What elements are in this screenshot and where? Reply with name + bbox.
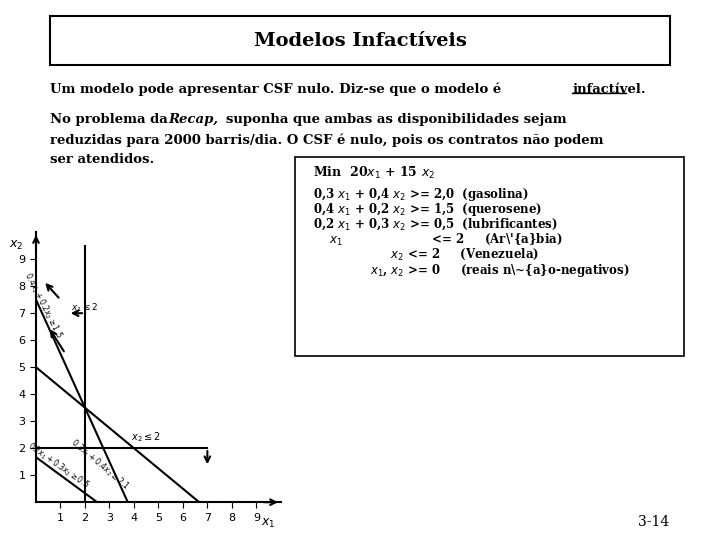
- Text: 0,2 $x_1$ + 0,3 $x_2$ >= 0,5  (lubrificantes): 0,2 $x_1$ + 0,3 $x_2$ >= 0,5 (lubrifican…: [313, 217, 558, 232]
- Text: 0,3 $x_1$ + 0,4 $x_2$ >= 2,0  (gasolina): 0,3 $x_1$ + 0,4 $x_2$ >= 2,0 (gasolina): [313, 186, 529, 203]
- Text: $0.3x_1+0.4x_2\geq2.1$: $0.3x_1+0.4x_2\geq2.1$: [68, 436, 132, 492]
- Text: $x_2\leq 2$: $x_2\leq 2$: [131, 430, 161, 444]
- Text: No problema da: No problema da: [50, 113, 173, 126]
- FancyBboxPatch shape: [50, 16, 670, 65]
- Text: $x_1$                      <= 2     (Ar\'{a}bia): $x_1$ <= 2 (Ar\'{a}bia): [313, 232, 562, 247]
- Text: ser atendidos.: ser atendidos.: [50, 153, 155, 166]
- Text: suponha que ambas as disponibilidades sejam: suponha que ambas as disponibilidades se…: [212, 113, 567, 126]
- Text: $x_1$, $x_2$ >= 0     (reais n\~{a}o-negativos): $x_1$, $x_2$ >= 0 (reais n\~{a}o-negativ…: [313, 262, 630, 279]
- Text: reduzidas para 2000 barris/dia. O CSF é nulo, pois os contratos não podem: reduzidas para 2000 barris/dia. O CSF é …: [50, 133, 604, 147]
- Text: $0.2x_1+0.3x_2\geq0.5$: $0.2x_1+0.3x_2\geq0.5$: [24, 440, 91, 491]
- Text: Recap,: Recap,: [168, 113, 218, 126]
- Text: 3-14: 3-14: [639, 515, 670, 529]
- Text: Um modelo pode apresentar CSF nulo. Diz-se que o modelo é: Um modelo pode apresentar CSF nulo. Diz-…: [50, 82, 506, 96]
- Text: Modelos Infactíveis: Modelos Infactíveis: [253, 31, 467, 50]
- FancyBboxPatch shape: [295, 157, 684, 356]
- Text: 0,4 $x_1$ + 0,2 $x_2$ >= 1,5  (querosene): 0,4 $x_1$ + 0,2 $x_2$ >= 1,5 (querosene): [313, 201, 542, 218]
- Text: $x_1$: $x_1$: [261, 517, 276, 530]
- Text: $x_2$: $x_2$: [9, 239, 24, 252]
- Text: infactível.: infactível.: [572, 83, 646, 96]
- Text: $0.4x_1+0.2x_2\geq1.5$: $0.4x_1+0.2x_2\geq1.5$: [22, 270, 66, 340]
- Text: Min  20$x_1$ + 15 $x_2$: Min 20$x_1$ + 15 $x_2$: [313, 165, 435, 181]
- Text: $x_2$ <= 2     (Venezuela): $x_2$ <= 2 (Venezuela): [313, 247, 539, 262]
- Text: $x_1\leq 2$: $x_1\leq 2$: [71, 301, 99, 314]
